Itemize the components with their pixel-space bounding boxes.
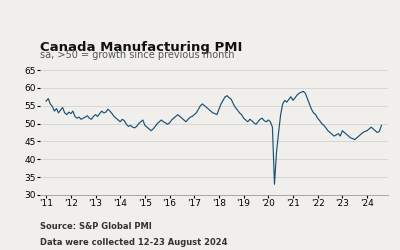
Text: sa, >50 = growth since previous month: sa, >50 = growth since previous month [40, 50, 234, 59]
Text: Source: S&P Global PMI: Source: S&P Global PMI [40, 222, 152, 231]
Text: Data were collected 12-23 August 2024: Data were collected 12-23 August 2024 [40, 238, 228, 247]
Text: Canada Manufacturing PMI: Canada Manufacturing PMI [40, 40, 242, 54]
